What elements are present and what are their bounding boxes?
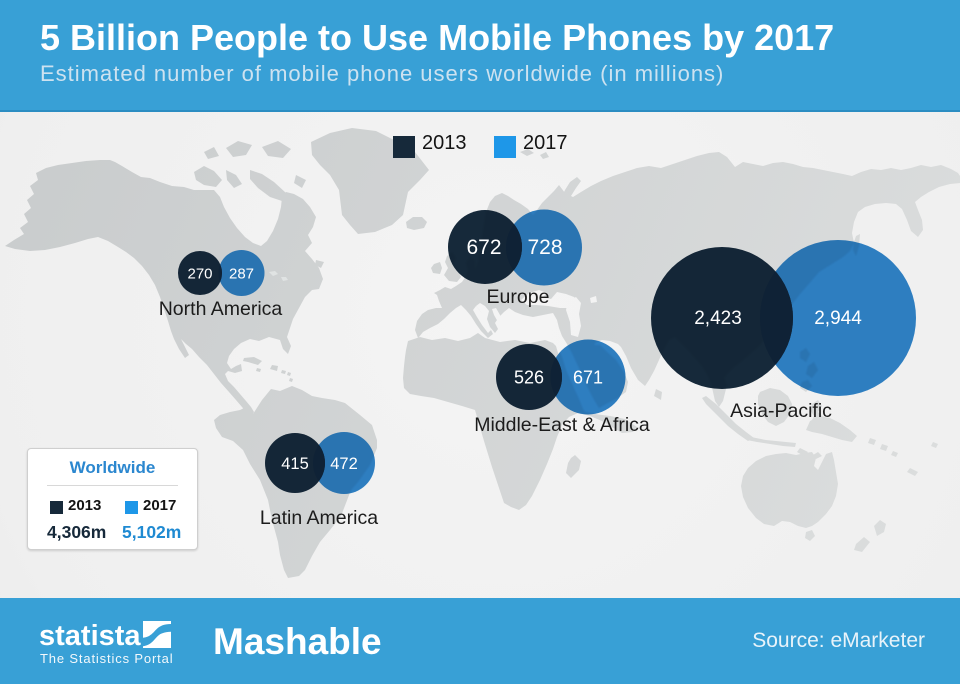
svg-text:287: 287: [229, 266, 254, 283]
svg-text:472: 472: [330, 455, 358, 473]
svg-text:2,423: 2,423: [694, 308, 742, 329]
svg-text:728: 728: [527, 236, 562, 259]
svg-text:270: 270: [187, 266, 212, 283]
svg-text:2,944: 2,944: [814, 308, 862, 329]
svg-text:672: 672: [466, 236, 501, 259]
svg-text:415: 415: [281, 455, 309, 473]
svg-text:671: 671: [573, 368, 603, 388]
svg-text:526: 526: [514, 368, 544, 388]
